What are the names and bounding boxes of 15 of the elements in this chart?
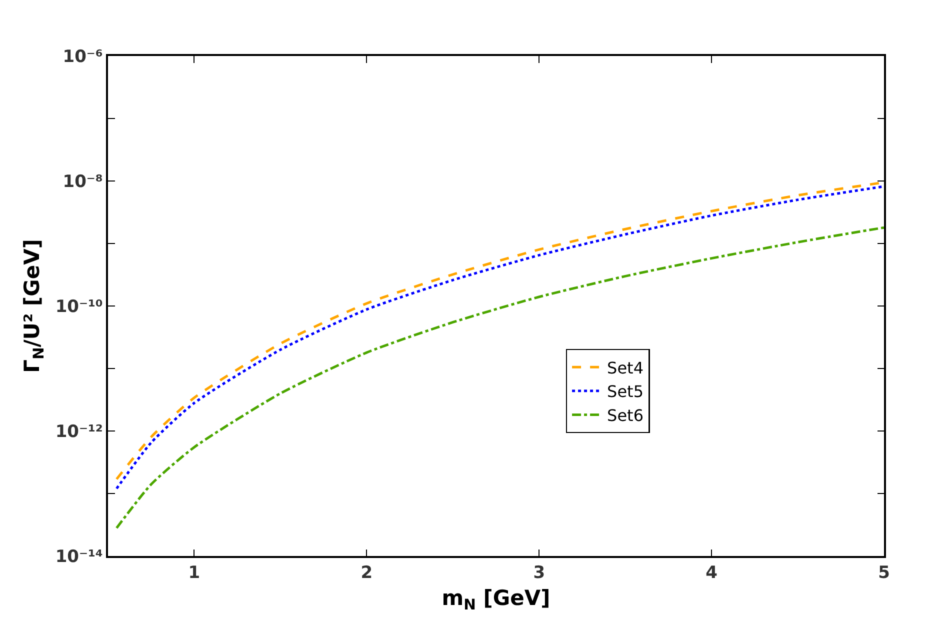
x-tick-label: 4 — [706, 563, 718, 584]
y-tick-label: 10⁻⁸ — [62, 172, 103, 192]
x-tick-label: 5 — [878, 563, 890, 584]
line-series — [115, 226, 884, 530]
x-tick-label: 2 — [360, 563, 373, 584]
y-tick-label: 10⁻⁶ — [62, 46, 103, 67]
legend-label: Set6 — [607, 406, 644, 425]
x-tick-label: 3 — [533, 563, 546, 584]
y-tick-label: 10⁻¹⁰ — [55, 296, 103, 317]
legend-label: Set5 — [607, 382, 644, 402]
y-tick-label: 10⁻¹⁴ — [55, 546, 103, 567]
y-tick-label: 10⁻¹² — [55, 422, 103, 442]
x-axis-title: m$_{N}$ [GeV] — [442, 586, 550, 614]
legend-label: Set4 — [607, 358, 644, 378]
x-tick-label: 1 — [188, 563, 200, 584]
